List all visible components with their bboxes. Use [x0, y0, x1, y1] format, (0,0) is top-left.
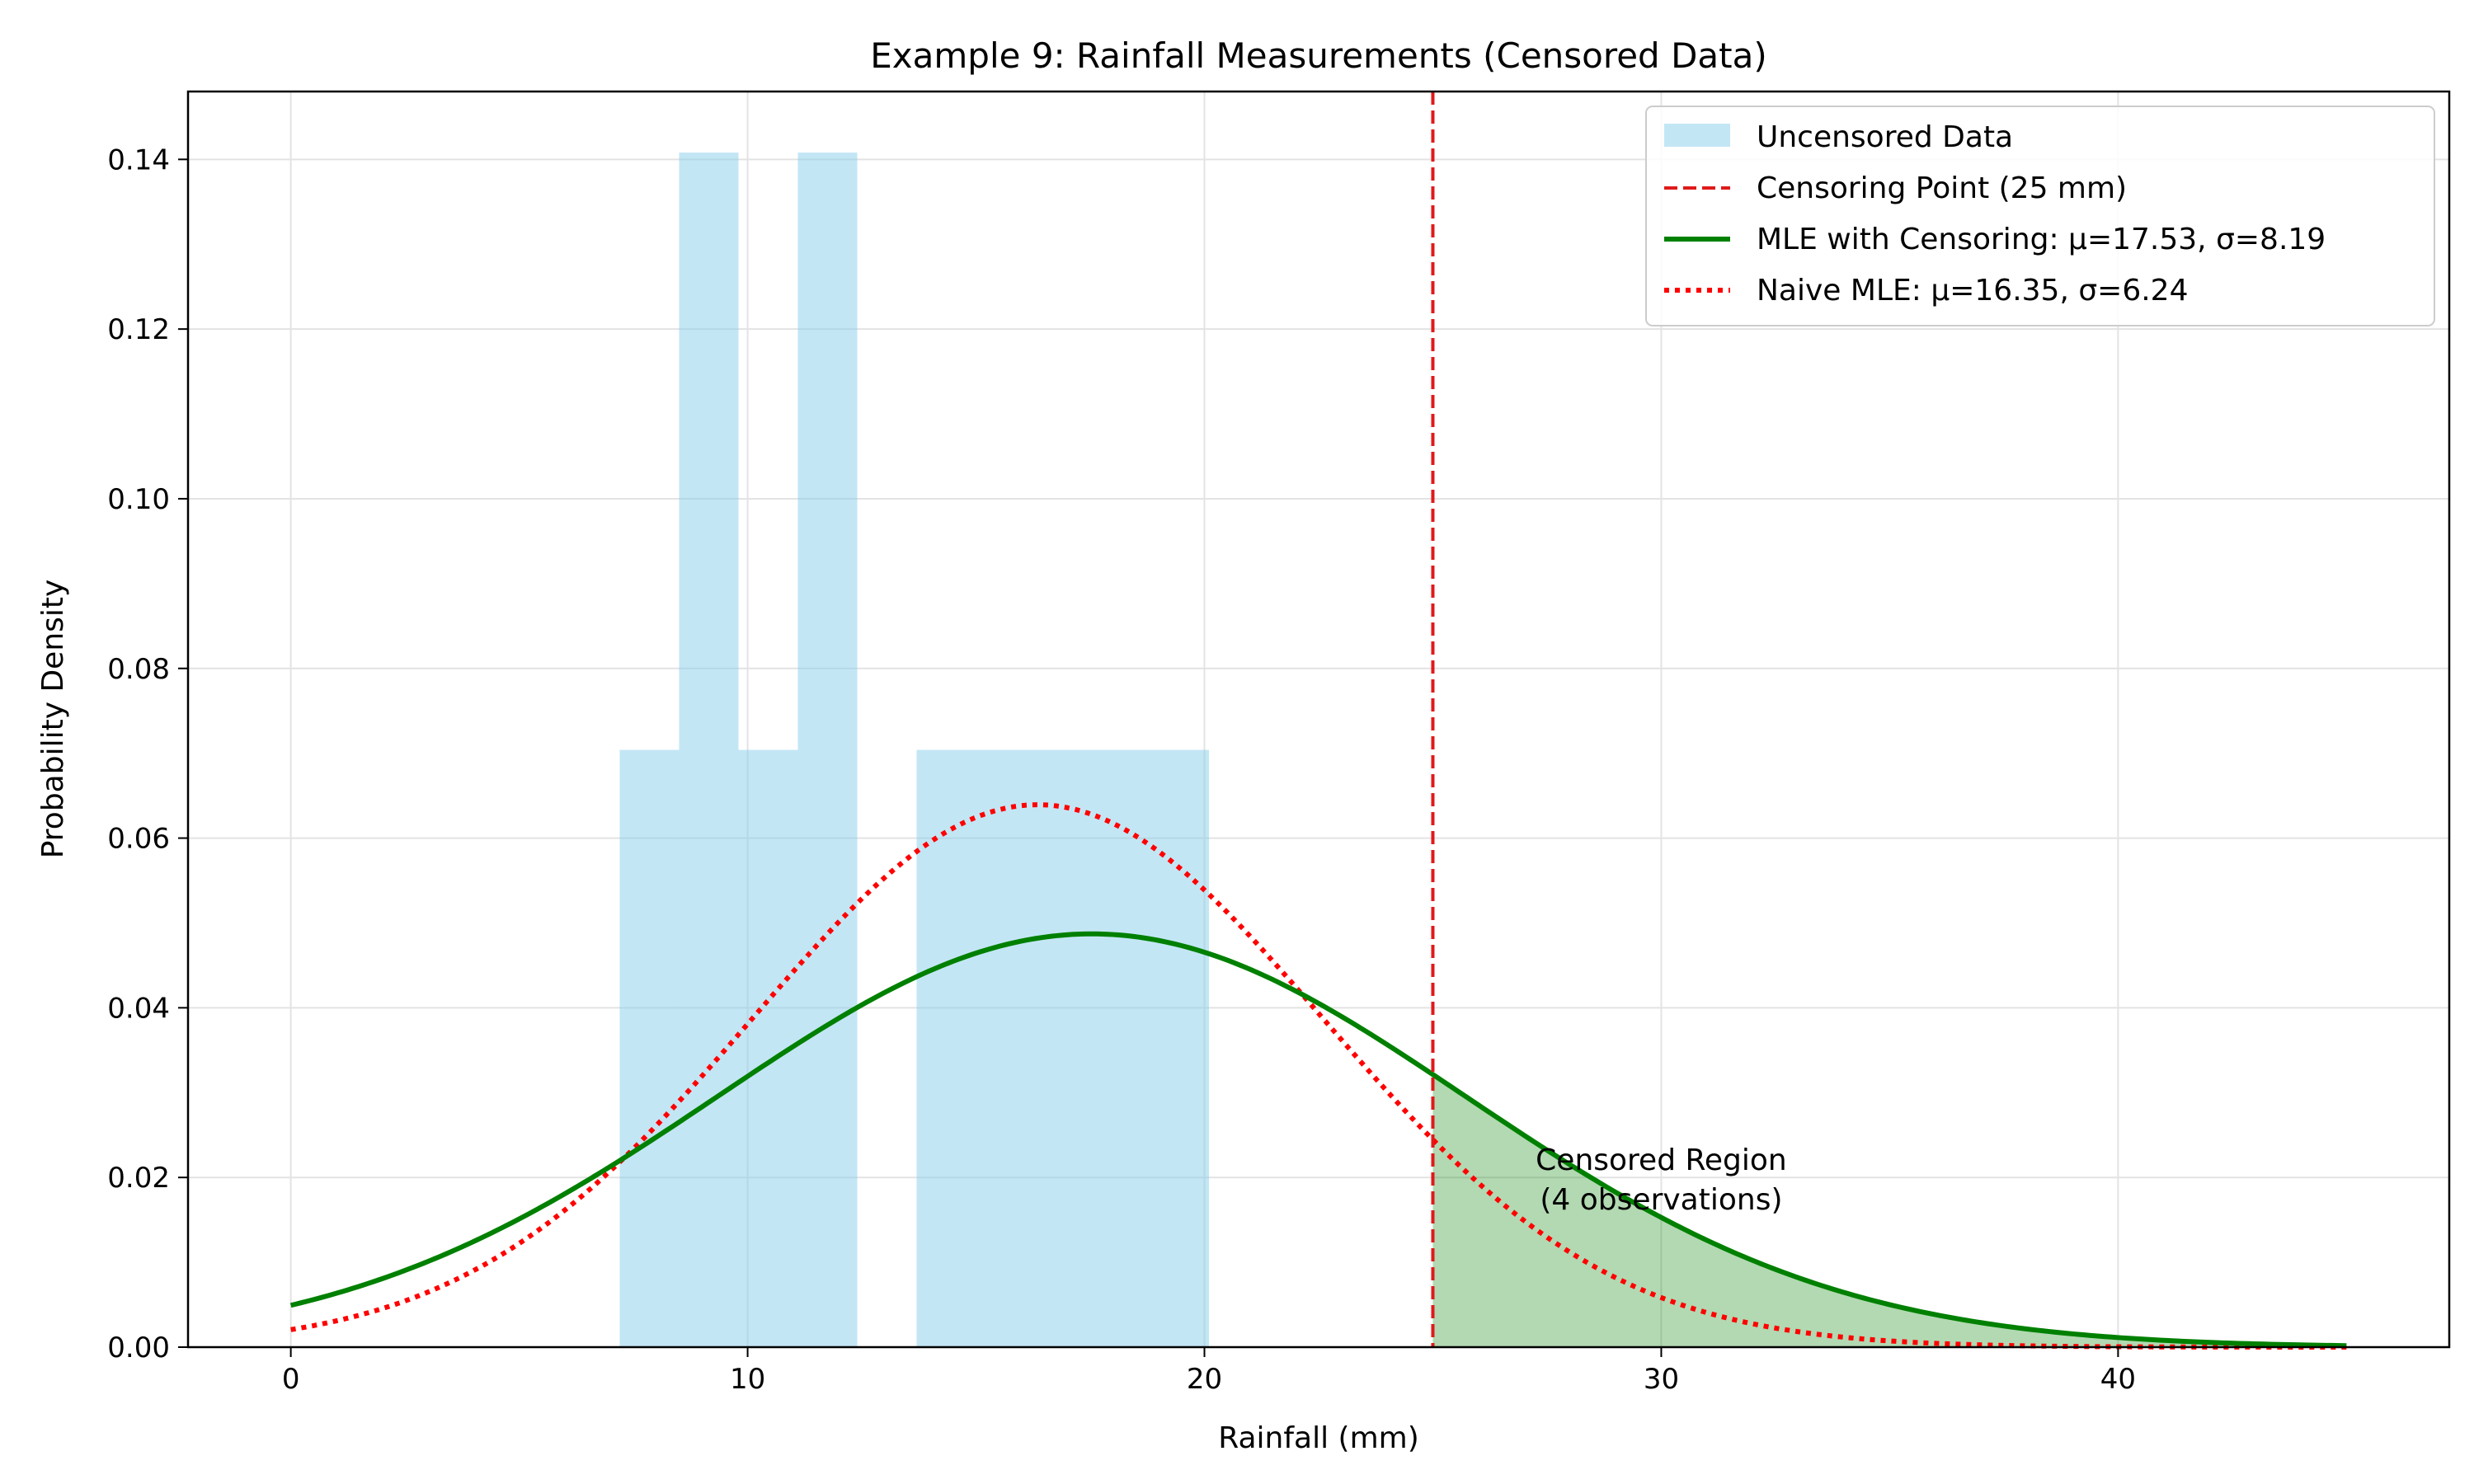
x-tick-label: 30 — [1644, 1363, 1679, 1396]
legend-label-censoring-point: Censoring Point (25 mm) — [1757, 171, 2127, 205]
x-tick-label: 0 — [282, 1363, 300, 1396]
mle-censoring-curve — [289, 931, 2347, 1349]
legend-box — [1645, 106, 2435, 326]
censored-fill — [1432, 1074, 2347, 1347]
censored-region-fill — [1432, 1074, 2347, 1347]
histogram-bar — [679, 153, 739, 1347]
y-axis-label: Probability Density — [36, 580, 70, 859]
x-tick-label: 20 — [1187, 1363, 1222, 1396]
x-axis-label: Rainfall (mm) — [1218, 1421, 1419, 1455]
censored-region-label-line2: (4 observations) — [1540, 1183, 1782, 1217]
histogram-bar — [797, 153, 858, 1347]
legend-label-uncensored: Uncensored Data — [1757, 120, 2013, 154]
histogram-bar — [916, 749, 1210, 1347]
axis-ticks: 0 10 20 30 40 0.00 0.02 0.04 0.06 0.08 0.10 0.12 0.1… — [107, 143, 2136, 1396]
y-tick-label: 0.06 — [107, 823, 170, 856]
y-tick-label: 0.14 — [107, 143, 170, 176]
series-lines — [289, 92, 2347, 1350]
y-tick-label: 0.12 — [107, 313, 170, 346]
grid — [188, 92, 2449, 1348]
legend-label-naive-mle: Naive MLE: μ=16.35, σ=6.24 — [1757, 274, 2188, 308]
plot-frame — [186, 90, 2451, 1349]
x-tick-label: 40 — [2100, 1363, 2136, 1396]
x-tick-label: 10 — [730, 1363, 765, 1396]
naive-mle-curve — [290, 802, 2347, 1350]
y-tick-label: 0.10 — [107, 483, 170, 516]
legend-swatch-uncensored — [1664, 124, 1730, 147]
legend-label-mle-censoring: MLE with Censoring: μ=17.53, σ=8.19 — [1757, 223, 2326, 256]
legend: Uncensored Data Censoring Point (25 mm) … — [1645, 106, 2435, 326]
y-tick-label: 0.02 — [107, 1162, 170, 1195]
chart-title: Example 9: Rainfall Measurements (Censor… — [870, 35, 1766, 76]
histogram-bar — [619, 749, 680, 1347]
y-tick-label: 0.00 — [107, 1331, 170, 1364]
y-tick-label: 0.04 — [107, 992, 170, 1025]
y-tick-label: 0.08 — [107, 653, 170, 686]
censored-region-label-line1: Censored Region — [1536, 1144, 1787, 1177]
